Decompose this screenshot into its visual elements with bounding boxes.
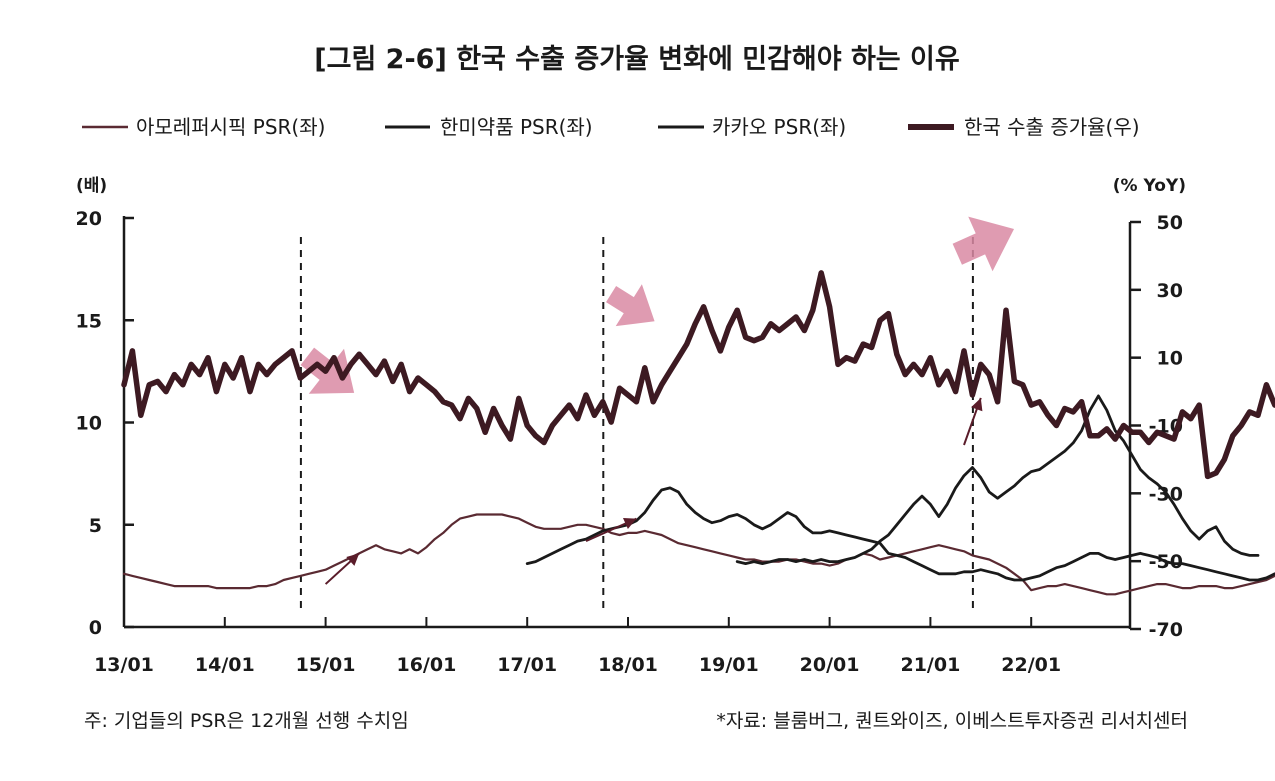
x-tick-label: 22/01 [1001,654,1061,676]
right-tick-label: 10 [1157,348,1183,370]
pointer-arrow-head [971,397,983,412]
series-layer [121,270,1275,596]
left-tick-label: 5 [89,515,102,537]
left-tick-label: 10 [76,413,102,435]
x-tick-label: 19/01 [699,654,759,676]
highlight-arrows-layer [300,216,1015,394]
right-tick-label: -70 [1149,619,1183,641]
left-tick-label: 20 [76,208,102,230]
x-tick-label: 17/01 [497,654,557,676]
pointer-arrow-head [622,518,637,529]
source-credit: *자료: 블룸버그, 퀀트와이즈, 이베스트투자증권 리서치센터 [716,710,1188,732]
x-tick-label: 18/01 [598,654,658,676]
series-line-exports [121,270,1275,480]
legend: 아모레퍼시픽 PSR(좌) 한미약품 PSR(좌) 카카오 PSR(좌) 한국 … [82,115,1140,139]
legend-label-amore: 아모레퍼시픽 PSR(좌) [136,115,325,139]
event-lines-layer [299,237,974,612]
left-axis-unit: (배) [76,176,107,196]
x-tick-label: 13/01 [94,654,154,676]
chart-title: [그림 2-6] 한국 수출 증가율 변화에 민감해야 하는 이유 [314,44,959,75]
footnote: 주: 기업들의 PSR은 12개월 선행 수치임 [84,710,409,732]
x-tick-label: 16/01 [396,654,456,676]
right-axis-unit: (% YoY) [1113,176,1186,196]
left-tick-label: 15 [76,310,102,332]
right-tick-label: 50 [1157,212,1183,234]
legend-label-exports: 한국 수출 증가율(우) [964,115,1140,139]
x-tick-label: 20/01 [800,654,860,676]
x-tick-label: 15/01 [296,654,356,676]
series-line-hanmi [525,486,1275,582]
legend-label-hanmi: 한미약품 PSR(좌) [440,115,593,139]
legend-label-kakao: 카카오 PSR(좌) [712,115,846,139]
left-tick-label: 0 [89,617,102,639]
right-tick-label: 30 [1157,280,1183,302]
highlight-arrow [952,216,1015,272]
pointer-arrow-head [346,553,360,566]
pointer-arrows-layer [324,397,983,585]
axes [122,216,1132,629]
x-tick-label: 14/01 [195,654,255,676]
highlight-arrow [606,284,655,327]
x-tick-label: 21/01 [900,654,960,676]
series-line-kakao [735,394,1260,565]
